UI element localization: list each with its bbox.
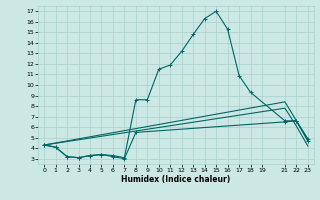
X-axis label: Humidex (Indice chaleur): Humidex (Indice chaleur) bbox=[121, 175, 231, 184]
